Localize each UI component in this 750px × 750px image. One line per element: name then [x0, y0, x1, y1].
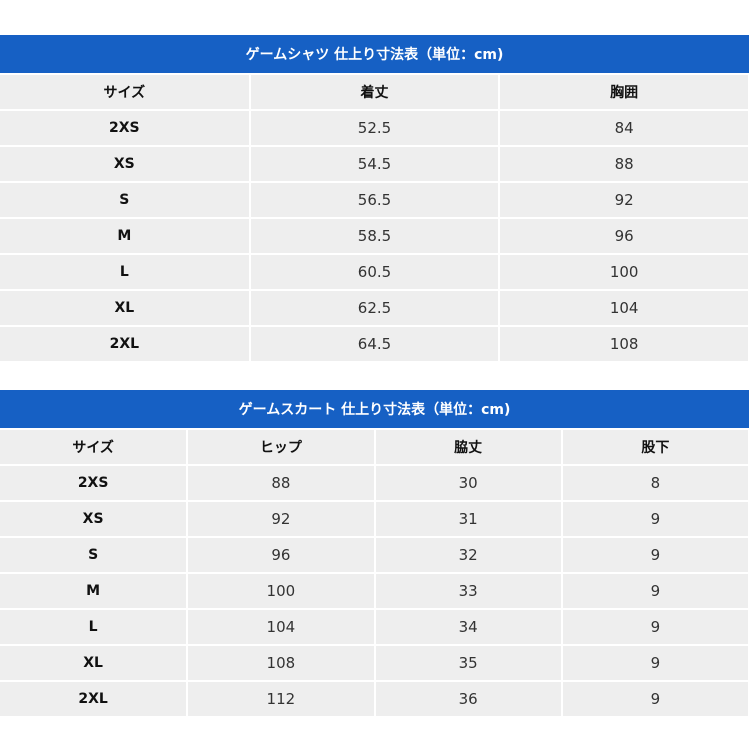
size-cell: 2XL [0, 680, 189, 718]
size-row: S 96 32 9 [0, 536, 750, 574]
measurement-cell: 36 [374, 680, 563, 718]
size-row: 2XL 64.5 108 [0, 325, 750, 363]
measurement-cell: 30 [374, 464, 563, 502]
measurement-cell: 60.5 [249, 253, 501, 291]
size-cell: 2XL [0, 325, 251, 363]
measurement-cell: 112 [187, 680, 376, 718]
measurement-cell: 9 [561, 500, 750, 538]
measurement-cell: 9 [561, 572, 750, 610]
title-row: ゲームスカート 仕上り寸法表（単位：cm) [0, 390, 749, 429]
measurement-cell: 96 [499, 217, 750, 255]
column-header: サイズ [0, 73, 251, 111]
size-cell: M [0, 572, 189, 610]
table-title: ゲームシャツ 仕上り寸法表（単位：cm) [0, 35, 749, 74]
measurement-cell: 108 [499, 325, 750, 363]
size-cell: S [0, 181, 251, 219]
size-row: 2XS 88 30 8 [0, 464, 750, 502]
measurement-cell: 31 [374, 500, 563, 538]
measurement-cell: 34 [374, 608, 563, 646]
size-cell: XL [0, 644, 189, 682]
size-cell: L [0, 253, 251, 291]
table-title: ゲームスカート 仕上り寸法表（単位：cm) [0, 390, 749, 429]
measurement-cell: 100 [187, 572, 376, 610]
measurement-cell: 33 [374, 572, 563, 610]
size-table: ゲームシャツ 仕上り寸法表（単位：cm) サイズ 着丈 胸囲 2XS 52.5 84 XS 54… [0, 35, 750, 363]
skirt-size-table: ゲームスカート 仕上り寸法表（単位：cm) サイズ ヒップ 脇丈 股下 2XS 88 30 8 X… [0, 390, 750, 718]
measurement-cell: 92 [187, 500, 376, 538]
measurement-cell: 96 [187, 536, 376, 574]
measurement-cell: 52.5 [249, 109, 501, 147]
column-header: 胸囲 [499, 73, 750, 111]
measurement-cell: 9 [561, 644, 750, 682]
measurement-cell: 54.5 [249, 145, 501, 183]
size-cell: XS [0, 145, 251, 183]
size-row: L 60.5 100 [0, 253, 750, 291]
size-cell: M [0, 217, 251, 255]
column-header: ヒップ [187, 428, 376, 466]
measurement-cell: 104 [499, 289, 750, 327]
size-row: S 56.5 92 [0, 181, 750, 219]
header-row: サイズ 着丈 胸囲 [0, 73, 750, 111]
size-row: XL 108 35 9 [0, 644, 750, 682]
size-cell: 2XS [0, 464, 189, 502]
column-header: 着丈 [249, 73, 501, 111]
measurement-cell: 32 [374, 536, 563, 574]
measurement-cell: 100 [499, 253, 750, 291]
size-row: L 104 34 9 [0, 608, 750, 646]
size-cell: S [0, 536, 189, 574]
measurement-cell: 8 [561, 464, 750, 502]
size-row: XS 54.5 88 [0, 145, 750, 183]
size-cell: 2XS [0, 109, 251, 147]
measurement-cell: 9 [561, 536, 750, 574]
measurement-cell: 64.5 [249, 325, 501, 363]
measurement-cell: 104 [187, 608, 376, 646]
measurement-cell: 58.5 [249, 217, 501, 255]
size-row: M 100 33 9 [0, 572, 750, 610]
measurement-cell: 92 [499, 181, 750, 219]
size-row: XL 62.5 104 [0, 289, 750, 327]
measurement-cell: 84 [499, 109, 750, 147]
column-header: サイズ [0, 428, 189, 466]
measurement-cell: 88 [187, 464, 376, 502]
size-cell: XS [0, 500, 189, 538]
measurement-cell: 9 [561, 680, 750, 718]
measurement-cell: 56.5 [249, 181, 501, 219]
size-cell: XL [0, 289, 251, 327]
measurement-cell: 62.5 [249, 289, 501, 327]
size-row: 2XS 52.5 84 [0, 109, 750, 147]
size-row: XS 92 31 9 [0, 500, 750, 538]
column-header: 股下 [561, 428, 750, 466]
shirt-size-table: ゲームシャツ 仕上り寸法表（単位：cm) サイズ 着丈 胸囲 2XS 52.5 84 XS 54… [0, 35, 750, 363]
measurement-cell: 9 [561, 608, 750, 646]
size-table: ゲームスカート 仕上り寸法表（単位：cm) サイズ ヒップ 脇丈 股下 2XS 88 30 8 X… [0, 390, 750, 718]
size-cell: L [0, 608, 189, 646]
header-row: サイズ ヒップ 脇丈 股下 [0, 428, 750, 466]
size-row: 2XL 112 36 9 [0, 680, 750, 718]
measurement-cell: 35 [374, 644, 563, 682]
measurement-cell: 88 [499, 145, 750, 183]
column-header: 脇丈 [374, 428, 563, 466]
measurement-cell: 108 [187, 644, 376, 682]
size-row: M 58.5 96 [0, 217, 750, 255]
title-row: ゲームシャツ 仕上り寸法表（単位：cm) [0, 35, 749, 74]
